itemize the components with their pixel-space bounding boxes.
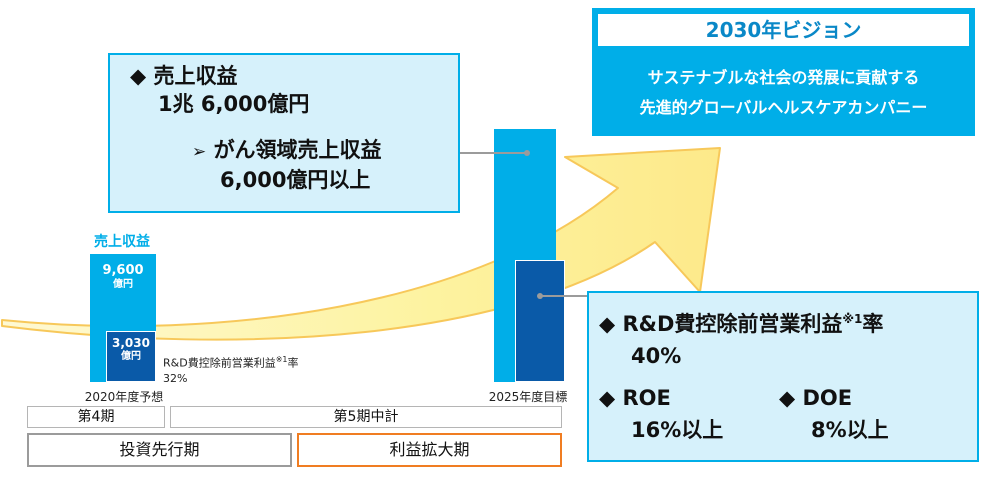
revenue-value: 9,600 <box>102 263 144 278</box>
profit-rate-note: ※1 <box>275 355 288 364</box>
rd-note: ※1 <box>842 312 863 326</box>
profit-bar-2020 <box>106 331 156 382</box>
revenue-value-2025: 1兆 6,000億円 <box>158 92 310 116</box>
rd-suffix: 率 <box>862 312 884 336</box>
diamond-bullet-icon: ◆ <box>599 312 616 336</box>
year-label-2025: 2025年度目標 <box>488 390 568 404</box>
vision-line-2: 先進的グローバルヘルスケアカンパニー <box>639 98 928 117</box>
roe-value: 16%以上 <box>631 418 724 442</box>
profit-rate-value: 32% <box>163 371 188 385</box>
vision-title: 2030年ビジョン <box>598 14 969 46</box>
diamond-bullet-icon: ◆ <box>779 386 796 410</box>
profit-rate-label-2020: R&D費控除前営業利益※1率 32% <box>163 352 299 386</box>
expansion-period-box: 利益拡大期 <box>297 433 562 467</box>
rd-label: R&D費控除前営業利益 <box>622 312 843 336</box>
profit-value: 3,030 <box>112 336 150 350</box>
revenue-callout: ◆ 売上収益 1兆 6,000億円 ➢ がん領域売上収益 6,000億円以上 <box>108 53 460 213</box>
roe-heading: ◆ ROE <box>599 385 671 411</box>
investment-period-box: 投資先行期 <box>27 433 292 467</box>
revenue-heading-text: 売上収益 <box>153 64 238 88</box>
doe-label: DOE <box>802 386 853 410</box>
profit-rate-suffix: 率 <box>287 356 299 370</box>
vision-box: 2030年ビジョン サステナブルな社会の発展に貢献する 先進的グローバルヘルスケ… <box>592 8 975 136</box>
arrow-bullet-icon: ➢ <box>192 142 207 162</box>
doe-value: 8%以上 <box>811 418 889 442</box>
profit-callout: ◆ R&D費控除前営業利益※1率 40% ◆ ROE 16%以上 ◆ DOE 8… <box>587 291 979 462</box>
year-label-2020: 2020年度予想 <box>84 390 164 404</box>
doe-heading: ◆ DOE <box>779 385 852 411</box>
vision-line-1: サステナブルな社会の発展に貢献する <box>647 68 920 87</box>
oncology-value: 6,000億円以上 <box>220 168 371 192</box>
profit-unit: 億円 <box>121 351 141 362</box>
diamond-bullet-icon: ◆ <box>130 64 147 88</box>
revenue-label-2020: 売上収益 <box>94 234 150 250</box>
rd-heading: ◆ R&D費控除前営業利益※1率 <box>599 311 883 337</box>
phase-5-box: 第5期中計 <box>170 406 562 428</box>
profit-rate-text: R&D費控除前営業利益 <box>163 356 276 370</box>
diamond-bullet-icon: ◆ <box>599 386 616 410</box>
oncology-heading: ➢ がん領域売上収益 <box>192 137 382 163</box>
revenue-value-2020: 9,600 億円 <box>90 263 156 292</box>
oncology-heading-text: がん領域売上収益 <box>213 138 382 162</box>
phase-4-box: 第4期 <box>27 406 165 428</box>
roe-label: ROE <box>622 386 671 410</box>
profit-bar-2025 <box>515 260 565 382</box>
revenue-heading: ◆ 売上収益 <box>130 63 237 89</box>
profit-value-2020: 3,030 億円 <box>106 336 156 364</box>
revenue-unit: 億円 <box>113 279 133 291</box>
rd-value: 40% <box>631 344 682 368</box>
